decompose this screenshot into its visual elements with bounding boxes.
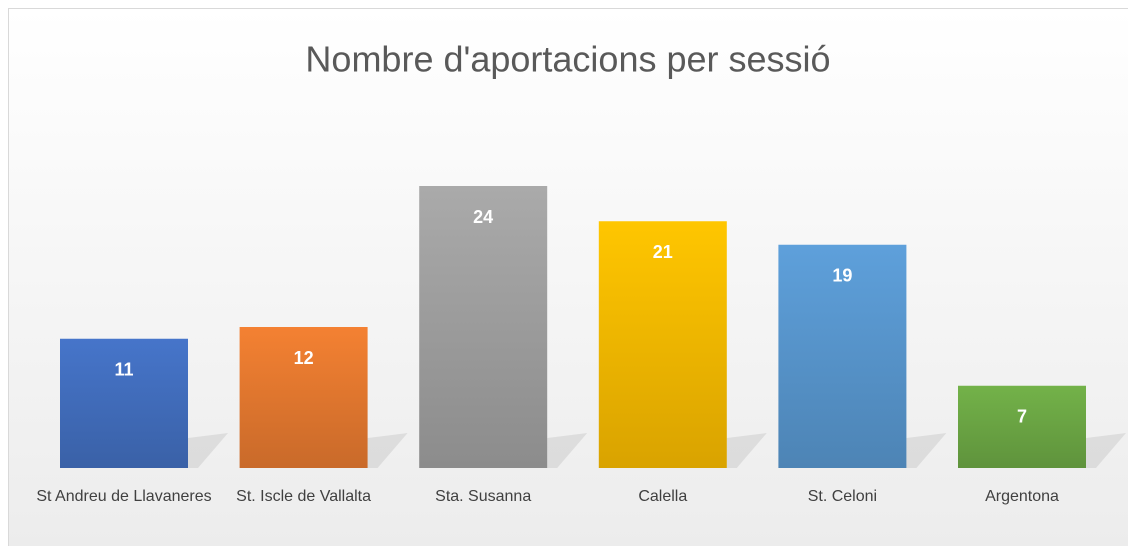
data-label: 12 — [294, 348, 314, 368]
bar — [958, 385, 1086, 468]
bar — [419, 186, 548, 468]
x-tick-label: St. Celoni — [807, 488, 878, 505]
bar-shadow — [1086, 433, 1126, 468]
bar-shadow — [726, 433, 767, 468]
chart-area — [8, 8, 1128, 546]
bar-shadow — [547, 433, 588, 468]
data-label: 7 — [1017, 407, 1027, 427]
data-label: 11 — [114, 360, 133, 380]
bar-shadow — [906, 433, 947, 468]
x-tick-label: St Andreu de Llavaneres — [36, 488, 212, 505]
bar — [598, 221, 727, 468]
data-label: 24 — [473, 207, 493, 227]
data-label: 19 — [832, 266, 852, 286]
bar — [60, 338, 188, 468]
x-tick-label: Sta. Susanna — [435, 488, 532, 505]
bar-shadow — [188, 433, 228, 468]
x-tick-label: St. Iscle de Vallalta — [236, 488, 372, 505]
bar-shadow — [367, 433, 408, 468]
bar — [239, 327, 368, 468]
chart-title: Nombre d'aportacions per sessió — [305, 39, 830, 80]
data-label: 21 — [653, 242, 673, 262]
x-tick-label: Calella — [638, 488, 688, 505]
x-tick-label: Argentona — [985, 488, 1059, 505]
bar — [778, 244, 907, 468]
